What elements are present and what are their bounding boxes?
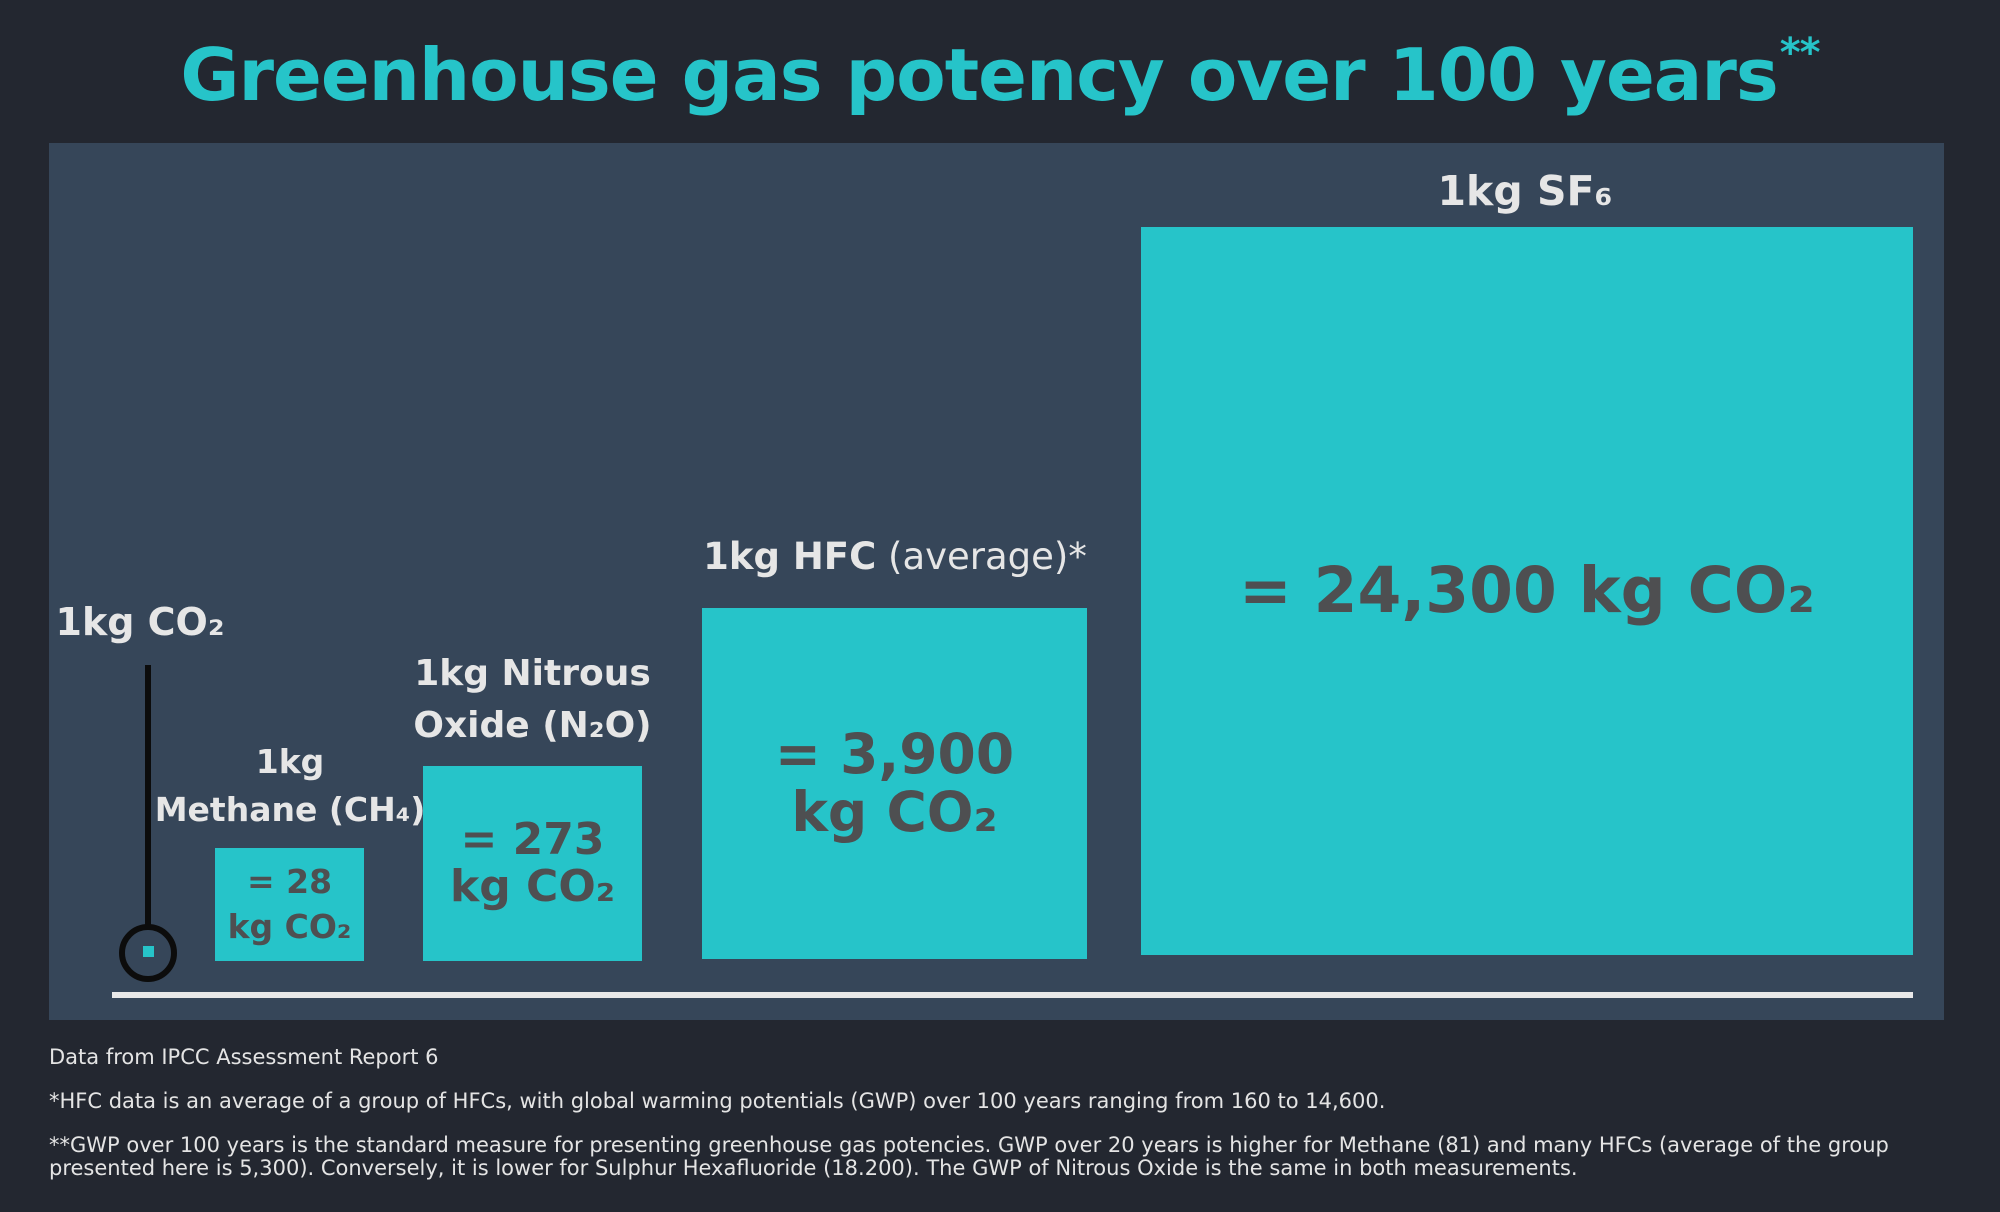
n2o-label-line2: Oxide (N₂O) [413,705,652,747]
bar-n2o: = 273 kg CO₂ [423,766,642,961]
co2-ring-icon [119,924,177,982]
gwp-footnote: **GWP over 100 years is the standard mea… [49,1133,1889,1180]
source-note: Data from IPCC Assessment Report 6 [49,1045,439,1069]
bar-hfc-value: = 3,900 kg CO₂ [774,721,1015,844]
bar-n2o-value: = 273 kg CO₂ [449,814,616,912]
hfc-label-qualifier: (average)* [876,535,1087,578]
ch4-label: 1kg Methane (CH₄) [150,738,430,834]
sf6-label: 1kg SF₆ [1437,167,1613,215]
hfc-label-main: 1kg HFC [703,535,877,578]
hfc-label: 1kg HFC (average)* [660,533,1130,581]
co2-unit-square [143,946,154,957]
hfc-footnote: *HFC data is an average of a group of HF… [49,1089,1386,1113]
baseline [112,992,1913,998]
ch4-label-line1: 1kg [255,742,325,781]
n2o-label-line1: 1kg Nitrous [414,653,651,694]
bar-ch4: = 28 kg CO₂ [215,848,364,961]
bar-sf6-value: = 24,300 kg CO₂ [1238,553,1816,627]
bar-sf6: = 24,300 kg CO₂ [1141,227,1913,955]
ch4-label-line2: Methane (CH₄) [154,789,426,829]
title-footnote-mark: ** [1779,30,1821,76]
bar-ch4-value: = 28 kg CO₂ [227,861,352,946]
co2-label: 1kg CO₂ [55,600,225,644]
n2o-label: 1kg Nitrous Oxide (N₂O) [400,648,665,752]
co2-stem [145,665,151,927]
bar-hfc: = 3,900 kg CO₂ [702,608,1087,959]
chart-title: Greenhouse gas potency over 100 years** [180,30,1821,117]
